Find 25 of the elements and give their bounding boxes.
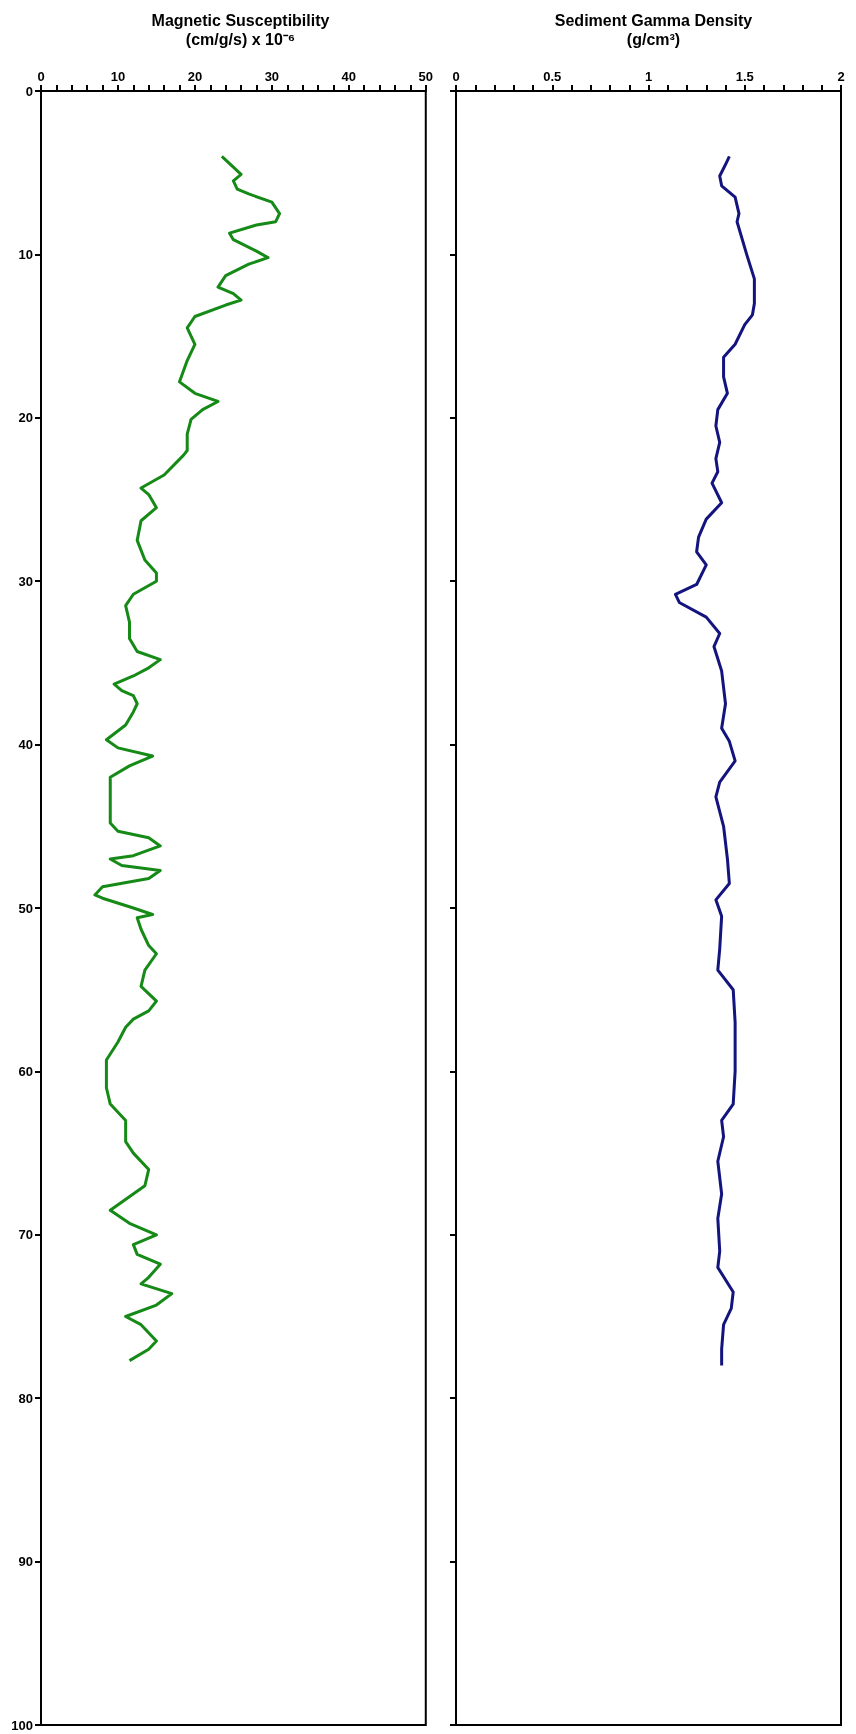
chart-title: Sediment Gamma Density (g/cm³) xyxy=(554,12,753,48)
chart-title: Magnetic Susceptibility (cm/g/s) x 10⁻⁶ xyxy=(151,12,330,48)
x-tick-label: 2 xyxy=(837,69,845,84)
x-tick-label: 0 xyxy=(37,69,45,84)
y-tick-label: 100 xyxy=(11,1717,33,1733)
y-tick-label: 80 xyxy=(18,1390,33,1406)
x-tick-label: 20 xyxy=(187,69,203,84)
y-tick-label: 0 xyxy=(25,83,33,99)
x-tick-label: 50 xyxy=(418,69,433,84)
line-series xyxy=(93,154,282,1363)
x-tick-label: 0 xyxy=(452,69,460,84)
y-tick-label: 90 xyxy=(18,1554,33,1570)
x-tick-label: 40 xyxy=(341,69,357,84)
x-tick-label: 0.5 xyxy=(543,69,562,84)
x-tick-label: 30 xyxy=(264,69,280,84)
y-tick-label: 50 xyxy=(18,900,33,916)
y-tick-label: 10 xyxy=(18,246,33,262)
x-tick-label: 1.5 xyxy=(735,69,754,84)
y-tick-label: 60 xyxy=(18,1063,33,1079)
y-tick-label: 40 xyxy=(18,737,33,753)
y-tick-label: 30 xyxy=(18,573,33,589)
y-tick-label: 20 xyxy=(18,410,33,426)
x-tick-label: 1 xyxy=(644,69,653,84)
x-tick-label: 10 xyxy=(110,69,126,84)
y-tick-label: 70 xyxy=(18,1227,33,1243)
